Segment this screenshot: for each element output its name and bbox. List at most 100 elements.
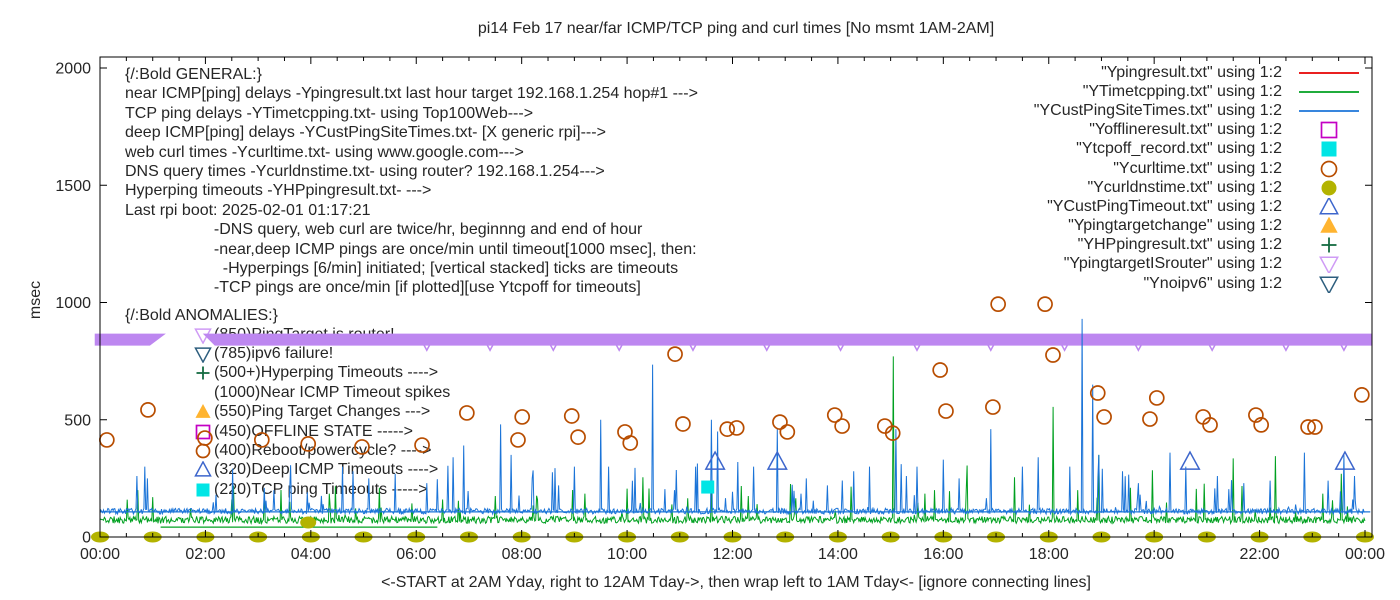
x-tick-label: 00:00 <box>80 546 120 563</box>
legend-open-triangle-up-icon <box>1319 197 1339 215</box>
series-custping-timeout <box>704 450 1356 470</box>
legend-item: "Ypingresult.txt" using 1:2 <box>990 63 1366 82</box>
legend-open-triangle-down-icon <box>1319 276 1339 293</box>
general-note-line: Hyperping timeouts -YHPpingresult.txt- -… <box>125 182 432 200</box>
series-tcpoff-record <box>701 480 715 494</box>
legend: "Ypingresult.txt" using 1:2 "YTimetcpping… <box>990 63 1366 293</box>
x-tick-label: 20:00 <box>1134 546 1174 563</box>
legend-label: "Ytcpoff_record.txt" using 1:2 <box>1076 140 1282 158</box>
legend-plus-icon <box>1321 237 1337 253</box>
legend-filled-square-icon <box>1321 141 1337 157</box>
anomaly-text: (320)Deep ICMP Timeouts ----> <box>214 461 439 479</box>
legend-filled-triangle-up-icon <box>1320 217 1338 233</box>
general-note-line: TCP ping delays -YTimetcpping.txt- using… <box>125 104 534 122</box>
legend-open-circle-icon <box>1320 160 1338 177</box>
anomaly-text: (785)ipv6 failure! <box>214 345 334 363</box>
filled-triangle-up-icon <box>195 404 211 419</box>
open-triangle-up-icon <box>194 461 212 478</box>
anomaly-line: (550)Ping Target Changes ---> <box>194 403 450 422</box>
general-note-line: deep ICMP[ping] delays -YCustPingSiteTim… <box>125 124 606 142</box>
x-tick-label: 12:00 <box>712 546 752 563</box>
legend-open-square-icon <box>1320 121 1338 139</box>
x-tick-label: 22:00 <box>1240 546 1280 563</box>
legend-line-icon <box>1299 90 1359 93</box>
series-deep-icmp-line <box>99 318 1371 516</box>
x-tick-label: 00:00 <box>1345 546 1385 563</box>
general-note-line: DNS query times -Ycurldnstime.txt- using… <box>125 163 605 181</box>
legend-item: "Ytcpoff_record.txt" using 1:2 <box>990 140 1366 159</box>
y-tick-label: 0 <box>82 530 91 547</box>
anomaly-text: (500+)Hyperping Timeouts ----> <box>214 364 439 382</box>
series-curl-times <box>99 296 1370 455</box>
legend-label: "Ycurldnstime.txt" using 1:2 <box>1087 178 1282 196</box>
legend-item: "YCustPingTimeout.txt" using 1:2 <box>990 197 1366 216</box>
y-tick-label: 500 <box>64 412 91 429</box>
legend-item: "Ypingtargetchange" using 1:2 <box>990 217 1366 236</box>
legend-filled-circle-icon <box>1321 180 1337 196</box>
legend-label: "Ypingresult.txt" using 1:2 <box>1101 63 1282 81</box>
axes: 0 500 1000 1500 2000 00:00 02:00 04:00 06:00 08:0… <box>55 56 1385 563</box>
legend-item: "YTimetcpping.txt" using 1:2 <box>990 82 1366 101</box>
legend-open-triangle-down-icon <box>1319 256 1339 274</box>
x-tick-label: 06:00 <box>396 546 436 563</box>
anomaly-line: (500+)Hyperping Timeouts ----> <box>194 364 450 383</box>
anomaly-text: (1000)Near ICMP Timeout spikes <box>214 383 451 401</box>
legend-item: "YCustPingSiteTimes.txt" using 1:2 <box>990 101 1366 120</box>
anomalies-header: {/:Bold ANOMALIES:} <box>125 307 278 324</box>
general-note-line: -DNS query, web curl are twice/hr, begin… <box>125 221 643 239</box>
y-axis-label: msec <box>27 280 44 320</box>
general-note-line: Last rpi boot: 2025-02-01 01:17:21 <box>125 201 371 219</box>
plus-icon <box>196 366 210 380</box>
filled-square-icon <box>196 483 210 497</box>
legend-label: "YHPpingresult.txt" using 1:2 <box>1077 236 1282 254</box>
open-triangle-down-icon <box>194 347 212 364</box>
legend-item: "YHPpingresult.txt" using 1:2 <box>990 236 1366 255</box>
legend-item: "Ycurldnstime.txt" using 1:2 <box>990 178 1366 197</box>
x-tick-label: 14:00 <box>818 546 858 563</box>
general-note-line: web curl times -Ycurltime.txt- using www… <box>125 143 524 161</box>
anomaly-text: (550)Ping Target Changes ---> <box>214 403 431 421</box>
anomaly-line: (220)TCP ping Timeouts -----> <box>194 480 450 499</box>
legend-line-icon <box>1299 110 1359 112</box>
legend-label: "Ycurltime.txt" using 1:2 <box>1113 159 1282 177</box>
x-tick-label: 10:00 <box>607 546 647 563</box>
general-note-line: -TCP pings are once/min [if plotted][use… <box>125 279 641 297</box>
anomaly-line: (1000)Near ICMP Timeout spikes <box>194 383 450 402</box>
anomaly-line: (450)OFFLINE STATE -----> <box>194 422 450 441</box>
x-tick-label: 18:00 <box>1029 546 1069 563</box>
x-tick-label: 02:00 <box>185 546 225 563</box>
legend-label: "YCustPingTimeout.txt" using 1:2 <box>1047 197 1282 215</box>
legend-item: "YpingtargetISrouter" using 1:2 <box>990 255 1366 274</box>
x-tick-label: 08:00 <box>502 546 542 563</box>
x-tick-label: 04:00 <box>291 546 331 563</box>
y-tick-label: 2000 <box>55 61 91 78</box>
series-pingtarget-is-router-band <box>94 333 1372 352</box>
chart-title: pi14 Feb 17 near/far ICMP/TCP ping and c… <box>477 20 995 37</box>
legend-item: "Ycurltime.txt" using 1:2 <box>990 159 1366 178</box>
general-notes-block: {/:Bold GENERAL:} near ICMP[ping] delays … <box>125 65 698 298</box>
x-tick-label: 16:00 <box>923 546 963 563</box>
x-axis-label: <-START at 2AM Yday, right to 12AM Tday-… <box>381 574 1091 591</box>
general-note-line: {/:Bold GENERAL:} <box>125 66 262 83</box>
anomaly-line: (785)ipv6 failure! <box>194 344 450 364</box>
legend-label: "YCustPingSiteTimes.txt" using 1:2 <box>1033 101 1282 119</box>
legend-line-icon <box>1299 71 1359 74</box>
general-note-line: -near,deep ICMP pings are once/min until… <box>125 240 697 258</box>
anomaly-line: (320)Deep ICMP Timeouts ----> <box>194 461 450 480</box>
general-note-line: -Hyperpings [6/min] initiated; [vertical… <box>125 260 679 278</box>
y-tick-label: 1000 <box>55 295 91 312</box>
legend-label: "Ynoipv6" using 1:2 <box>1143 274 1282 292</box>
legend-label: "Yofflineresult.txt" using 1:2 <box>1089 121 1282 139</box>
anomaly-text: (450)OFFLINE STATE -----> <box>214 422 413 440</box>
legend-label: "YTimetcpping.txt" using 1:2 <box>1082 82 1282 100</box>
anomaly-text: (220)TCP ping Timeouts -----> <box>214 480 428 498</box>
general-note-line: near ICMP[ping] delays -Ypingresult.txt … <box>125 85 698 103</box>
legend-item: "Yofflineresult.txt" using 1:2 <box>990 121 1366 140</box>
open-square-icon <box>195 424 211 439</box>
legend-label: "YpingtargetISrouter" using 1:2 <box>1063 255 1282 273</box>
y-tick-label: 1500 <box>55 178 91 195</box>
legend-label: "Ypingtargetchange" using 1:2 <box>1068 217 1282 235</box>
legend-item: "Ynoipv6" using 1:2 <box>990 274 1366 293</box>
